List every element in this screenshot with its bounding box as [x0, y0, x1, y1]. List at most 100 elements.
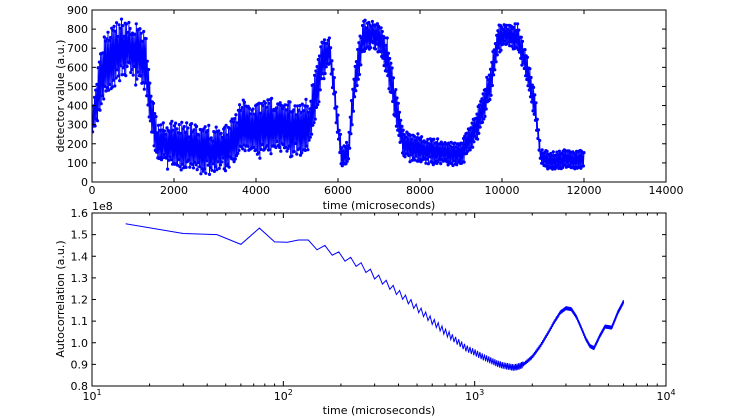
detector-point: [287, 144, 291, 148]
detector-point: [275, 139, 279, 144]
detector-point: [468, 148, 472, 152]
detector-point: [306, 110, 311, 114]
detector-point: [220, 135, 224, 139]
detector-point: [251, 107, 255, 111]
detector-point: [307, 138, 311, 142]
detector-point: [327, 36, 331, 40]
detector-point: [530, 100, 534, 104]
detector-point: [95, 119, 100, 123]
detector-point: [162, 153, 166, 157]
detector-point: [274, 106, 279, 110]
detector-point: [544, 164, 549, 168]
detector-point: [211, 162, 215, 166]
detector-point: [257, 151, 261, 155]
detector-point: [336, 113, 340, 117]
detector-point: [214, 165, 218, 169]
detector-point: [362, 49, 366, 53]
detector-point: [512, 25, 516, 29]
detector-point: [97, 60, 101, 64]
detector-point: [346, 144, 350, 148]
detector-point: [453, 141, 457, 145]
detector-point: [427, 142, 431, 146]
detector-point: [224, 123, 228, 127]
detector-point: [370, 19, 374, 24]
detector-point: [471, 145, 475, 149]
detector-point: [369, 25, 373, 29]
detector-point: [418, 138, 422, 142]
detector-point: [199, 172, 203, 176]
detector-point: [266, 98, 270, 102]
detector-point: [506, 27, 510, 31]
detector-point: [92, 130, 95, 134]
detector-point: [106, 30, 110, 34]
detector-point: [195, 168, 199, 172]
detector-point: [169, 158, 173, 162]
detector-point: [367, 20, 371, 25]
detector-point: [139, 74, 143, 78]
detector-point: [215, 168, 219, 172]
detector-point: [213, 130, 217, 134]
detector-point: [526, 84, 530, 88]
detector-point: [328, 61, 332, 65]
detector-point: [465, 131, 469, 135]
top-y-tick-label: 200: [67, 138, 88, 151]
detector-point: [397, 133, 401, 137]
detector-point: [531, 109, 535, 113]
detector-point: [200, 167, 204, 171]
detector-point: [161, 121, 165, 125]
detector-point: [415, 136, 419, 140]
detector-point: [116, 74, 120, 78]
detector-point: [105, 37, 109, 41]
detector-point: [397, 110, 402, 114]
detector-point: [115, 68, 119, 72]
detector-point: [108, 35, 113, 40]
detector-point: [535, 117, 539, 121]
detector-point: [378, 50, 382, 54]
detector-point: [98, 108, 102, 112]
detector-point: [532, 112, 536, 116]
detector-point: [185, 121, 189, 125]
detector-point: [484, 107, 488, 111]
detector-point: [348, 146, 352, 150]
detector-point: [141, 80, 145, 85]
detector-point: [163, 129, 167, 133]
detector-point: [120, 73, 124, 77]
detector-point: [177, 123, 181, 127]
detector-point: [228, 127, 232, 131]
detector-point: [203, 125, 207, 129]
detector-point: [538, 156, 542, 160]
bottom-x-tick-label: 103: [465, 388, 484, 403]
detector-point: [135, 77, 139, 81]
detector-point: [489, 93, 493, 97]
detector-point: [121, 66, 125, 70]
detector-point: [214, 125, 218, 129]
detector-point: [242, 143, 246, 147]
detector-point: [148, 81, 152, 85]
detector-point: [161, 156, 165, 160]
top-plot-area: [92, 17, 586, 176]
detector-point: [402, 133, 406, 137]
detector-point: [176, 131, 180, 135]
detector-point: [340, 146, 344, 150]
detector-point: [407, 153, 411, 158]
detector-point: [546, 167, 550, 171]
detector-point: [319, 77, 323, 81]
detector-point: [408, 160, 412, 164]
top-y-ticks: 0 100 200 300 400 500 600 700 800 900: [67, 4, 666, 189]
detector-point: [205, 159, 209, 163]
top-chart: 0 2000 4000 6000 8000 10000 12000 14000 0 100 200…: [54, 4, 684, 212]
detector-point: [284, 145, 288, 149]
detector-point: [261, 104, 265, 108]
detector-point: [321, 41, 325, 45]
detector-point: [167, 130, 172, 134]
detector-point: [539, 150, 543, 155]
detector-point: [107, 38, 111, 43]
detector-point: [207, 123, 211, 127]
detector-point: [133, 32, 137, 36]
detector-point: [332, 76, 336, 80]
detector-point: [303, 148, 307, 152]
detector-point: [329, 72, 333, 76]
bottom-y-tick-label: 1.2: [71, 294, 89, 307]
detector-point: [361, 23, 365, 28]
top-y-tick-label: 100: [67, 157, 88, 170]
